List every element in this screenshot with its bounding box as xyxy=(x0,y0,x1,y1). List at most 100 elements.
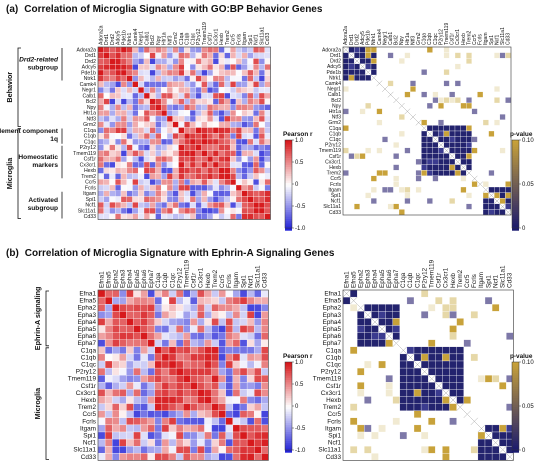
heatmap-cell xyxy=(246,311,255,319)
row-label: C1qa xyxy=(84,128,96,134)
pvalue-col-label: Spi1 xyxy=(489,35,495,45)
pearson-colorbar-segment xyxy=(285,443,292,446)
pearson-colorbar-segment xyxy=(285,377,292,381)
heatmap-cell xyxy=(172,179,179,186)
col-label: Csf1r xyxy=(191,272,198,288)
pvalue-cell xyxy=(404,198,411,204)
heatmap-cell xyxy=(103,184,110,191)
pvalue-cell xyxy=(460,125,467,132)
heatmap-cell xyxy=(258,104,265,111)
heatmap-cell xyxy=(138,138,145,145)
heatmap-cell xyxy=(218,150,225,157)
heatmap-cell xyxy=(225,353,234,362)
pvalue-cell xyxy=(494,119,500,126)
pvalue-cell xyxy=(443,153,450,160)
col-label: Pde1b xyxy=(121,30,127,45)
heatmap-cell xyxy=(235,98,242,105)
heatmap-cell xyxy=(161,52,168,59)
pvalue-cell xyxy=(491,446,500,454)
heatmap-cell xyxy=(154,304,163,312)
heatmap-cell xyxy=(97,318,106,326)
heatmap-cell xyxy=(104,304,113,312)
heatmap-cell xyxy=(161,346,170,355)
pvalue-cell xyxy=(406,396,415,404)
heatmap-cell xyxy=(224,207,231,214)
pearson-colorbar-segment xyxy=(285,364,292,367)
pvalue-cell xyxy=(460,102,467,109)
heatmap-cell xyxy=(119,446,127,454)
heatmap-cell xyxy=(168,446,177,454)
heatmap-cell xyxy=(184,98,191,105)
heatmap-cell xyxy=(178,115,185,122)
heatmap-cell xyxy=(218,318,226,326)
pvalue-cell xyxy=(421,170,428,176)
row-label: Epha4 xyxy=(78,319,97,326)
pvalue-col-label: Bcl2 xyxy=(394,35,400,45)
heatmap-cell xyxy=(204,396,212,404)
heatmap-cell xyxy=(147,346,155,355)
pearson-colorbar-segment xyxy=(285,400,292,404)
heatmap-cell xyxy=(143,150,150,157)
heatmap-cell xyxy=(190,339,198,347)
pvalue-row-label: Negr1 xyxy=(327,87,341,93)
pvalue-cell xyxy=(499,209,506,216)
heatmap-cell xyxy=(211,346,219,355)
pvalue-cell xyxy=(438,136,444,143)
heatmap-cell xyxy=(235,92,242,99)
row-label: Hexb xyxy=(81,397,96,404)
heatmap-cell xyxy=(120,213,127,220)
heatmap-cell xyxy=(112,389,120,397)
heatmap-cell xyxy=(104,332,113,340)
pearson-colorbar-segment xyxy=(285,191,292,195)
pvalue-col-label: Cd33 xyxy=(507,272,514,288)
heatmap-cell xyxy=(241,202,248,209)
heatmap-cell xyxy=(155,173,162,180)
heatmap-cell xyxy=(183,431,191,440)
heatmap-cell xyxy=(201,64,208,71)
heatmap-cell xyxy=(161,167,168,174)
pvalue-cell xyxy=(420,382,429,390)
heatmap-cell xyxy=(195,156,202,163)
heatmap-cell xyxy=(261,453,269,461)
heatmap-cell xyxy=(138,58,145,65)
heatmap-cell xyxy=(230,92,237,99)
heatmap-cell xyxy=(132,58,139,65)
col-label: Calb1 xyxy=(144,31,150,45)
heatmap-cell xyxy=(109,110,116,117)
panel-a-title-text: Correlation of Microglia Signature with … xyxy=(24,4,323,15)
pvalue-cell xyxy=(428,367,436,376)
heatmap-cell xyxy=(201,196,208,203)
heatmap-cell xyxy=(183,396,191,404)
heatmap-cell xyxy=(225,311,234,319)
heatmap-cell xyxy=(120,110,127,117)
heatmap-cell xyxy=(132,138,139,145)
heatmap-cell xyxy=(103,202,110,209)
heatmap-cell xyxy=(224,190,231,197)
pvalue-cell xyxy=(499,186,506,193)
row-label: Epha2 xyxy=(78,305,97,312)
pvalue-cell xyxy=(357,367,365,376)
heatmap-cell xyxy=(120,207,127,214)
heatmap-cell xyxy=(175,424,184,433)
heatmap-cell xyxy=(103,87,110,94)
heatmap-cell xyxy=(224,133,231,140)
heatmap-cell xyxy=(195,196,202,203)
heatmap-cell xyxy=(258,121,265,128)
heatmap-cell xyxy=(218,403,226,411)
pvalue-cell xyxy=(354,52,360,59)
heatmap-cell xyxy=(224,150,231,157)
heatmap-cell xyxy=(138,179,145,186)
heatmap-cell xyxy=(126,167,133,174)
heatmap-cell xyxy=(147,311,155,319)
pvalue-col-label: P2ry12 xyxy=(438,29,444,45)
heatmap-cell xyxy=(184,190,191,197)
heatmap-cell xyxy=(143,92,150,99)
pvalue-col-label: Epha5 xyxy=(379,269,386,288)
heatmap-cell xyxy=(239,296,248,305)
pvalue-col-label: Calb1 xyxy=(388,32,394,45)
pvalue-col-label: Hexb xyxy=(461,33,467,45)
heatmap-cell xyxy=(258,92,265,99)
pvalue-cell xyxy=(466,130,472,137)
heatmap-cell xyxy=(201,121,208,128)
heatmap-cell xyxy=(184,202,191,209)
